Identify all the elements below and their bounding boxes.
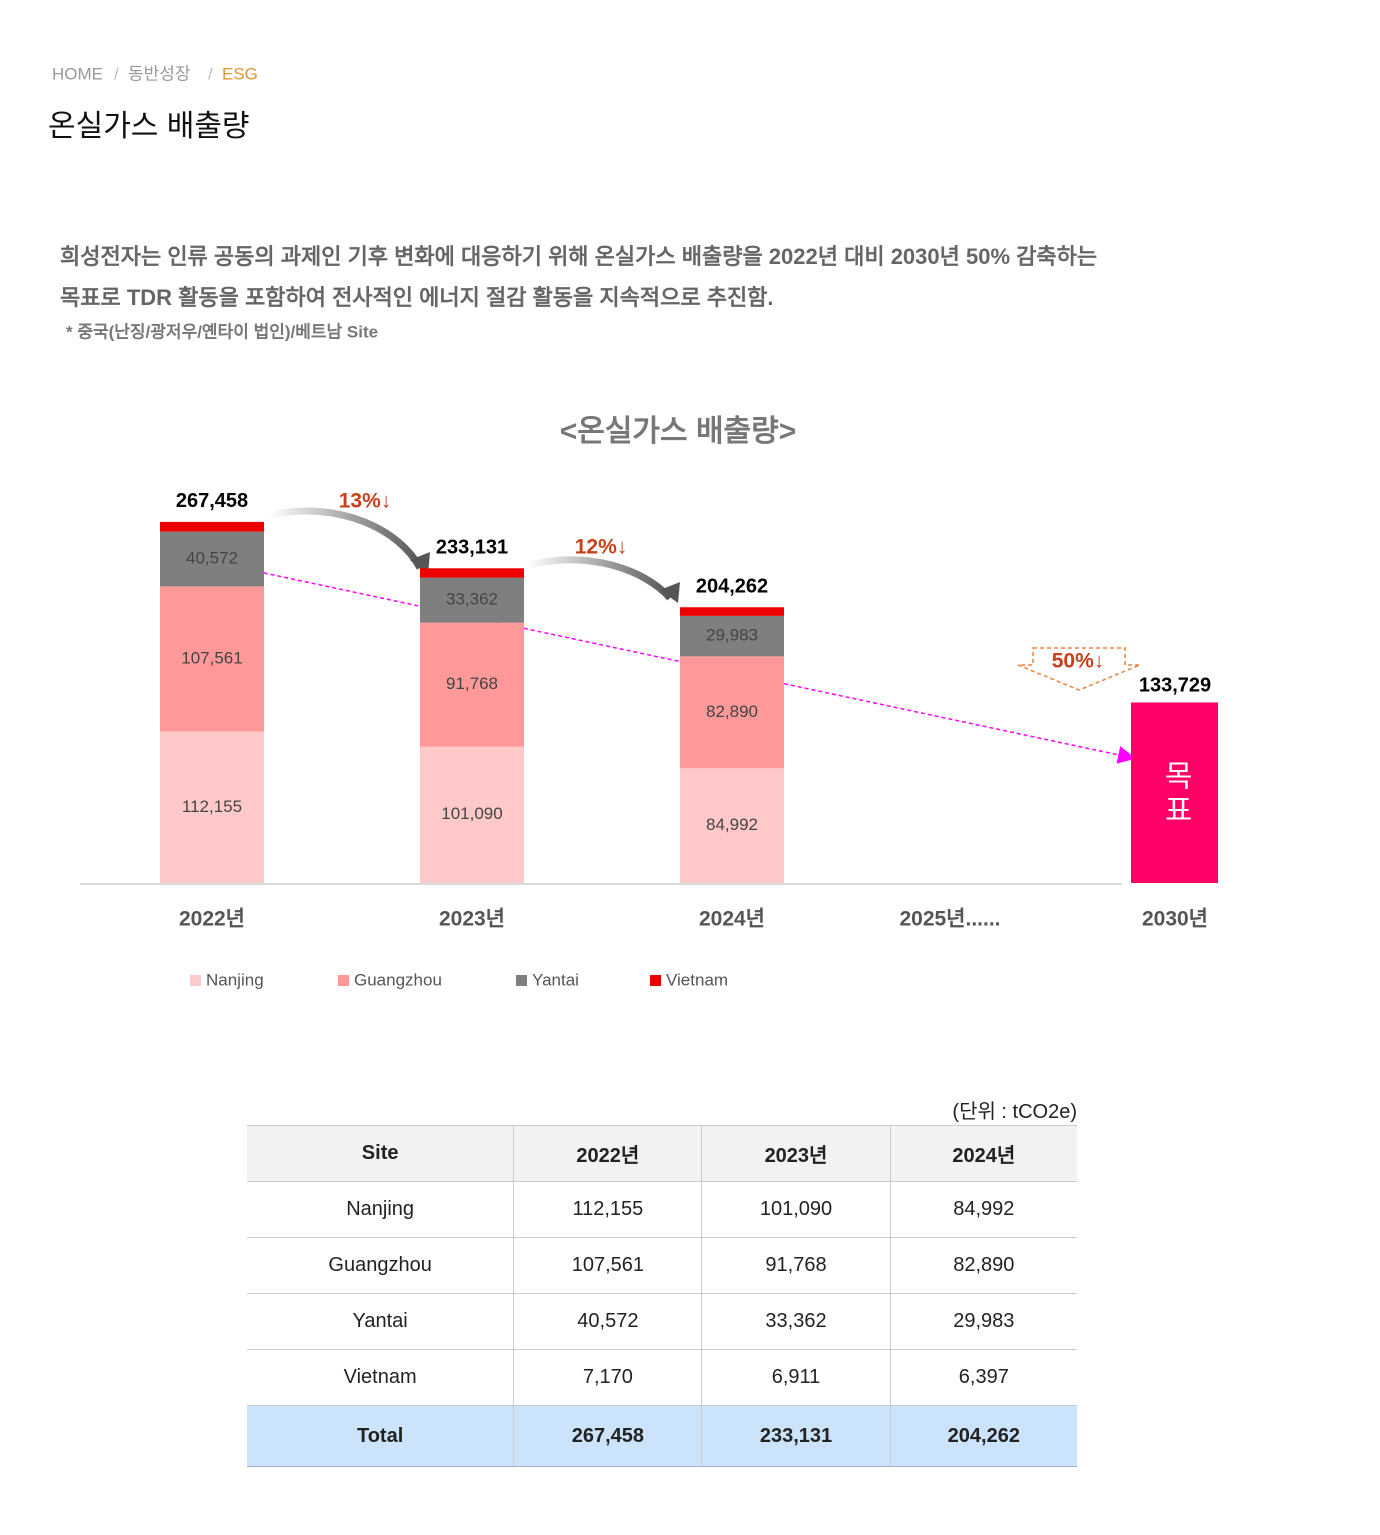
legend-label: Guangzhou bbox=[354, 970, 442, 989]
table-cell: Vietnam bbox=[247, 1349, 514, 1406]
segment-label: 84,992 bbox=[706, 815, 758, 834]
legend-label: Vietnam bbox=[666, 970, 728, 989]
note: * 중국(난징/광저우/옌타이 법인)/베트남 Site bbox=[66, 322, 378, 341]
table-row: Yantai 40,572 33,362 29,983 bbox=[247, 1293, 1077, 1350]
header-cell: Site bbox=[247, 1125, 514, 1182]
header-cell: 2023년 bbox=[701, 1125, 891, 1182]
trend-arrow bbox=[527, 556, 673, 601]
total-cell: Total bbox=[247, 1405, 514, 1467]
crumb[interactable]: HOME bbox=[52, 64, 103, 83]
header-cell: 2022년 bbox=[513, 1125, 702, 1182]
table-cell: 29,983 bbox=[889, 1293, 1077, 1350]
total-label: 233,131 bbox=[436, 537, 508, 559]
segment-label: 82,890 bbox=[706, 702, 758, 721]
trend-arrow bbox=[269, 507, 424, 570]
table-row: Guangzhou 107,561 91,768 82,890 bbox=[247, 1237, 1077, 1294]
bar-segment bbox=[680, 656, 784, 769]
crumb[interactable]: ESG bbox=[222, 64, 258, 83]
bar-segment bbox=[420, 622, 524, 747]
table-row: Vietnam 7,170 6,911 6,397 bbox=[247, 1349, 1077, 1406]
segment-label: 112,155 bbox=[182, 797, 242, 816]
separator: / bbox=[114, 64, 119, 83]
breadcrumb: HOME / 동반성장 / ESG bbox=[52, 64, 258, 83]
total-cell: 233,131 bbox=[701, 1405, 891, 1467]
page-title: 온실가스 배출량 bbox=[48, 110, 250, 143]
total-label: 267,458 bbox=[176, 490, 248, 512]
bar-segment bbox=[680, 615, 784, 657]
legend-swatch bbox=[650, 975, 661, 986]
bar-segment bbox=[420, 568, 524, 578]
separator: / bbox=[208, 64, 213, 83]
annotation: 13%↓ bbox=[339, 490, 392, 513]
table-cell: 6,397 bbox=[889, 1349, 1077, 1406]
target-bar bbox=[1131, 702, 1218, 883]
x-tick-label: 2024년 bbox=[699, 908, 765, 931]
bar-segment bbox=[420, 746, 524, 883]
table-cell: 107,561 bbox=[513, 1237, 702, 1294]
table-cell: Yantai bbox=[247, 1293, 514, 1350]
total-row: Total 267,458 233,131 204,262 bbox=[247, 1405, 1077, 1467]
table-cell: 6,911 bbox=[701, 1349, 891, 1406]
bar-segment bbox=[160, 531, 264, 587]
annotation: 12%↓ bbox=[575, 536, 628, 559]
bar-segment bbox=[680, 768, 784, 883]
description: 희성전자는 인류 공동의 과제인 기후 변화에 대응하기 위해 온실가스 배출량… bbox=[60, 244, 1097, 269]
target-value-label: 133,729 bbox=[1139, 675, 1211, 697]
x-tick-label: 2022년 bbox=[179, 908, 245, 931]
total-cell: 267,458 bbox=[513, 1405, 702, 1467]
bar-segment bbox=[420, 577, 524, 623]
crumb[interactable]: 동반성장 bbox=[128, 64, 191, 83]
segment-label: 91,768 bbox=[446, 674, 498, 693]
segment-label: 101,090 bbox=[441, 804, 502, 823]
annotation: 50%↓ bbox=[1052, 650, 1105, 673]
reduction-arrow bbox=[1017, 647, 1141, 691]
segment-label: 107,561 bbox=[181, 648, 242, 667]
header-cell: 2024년 bbox=[889, 1125, 1077, 1182]
legend-swatch bbox=[516, 975, 527, 986]
total-cell: 204,262 bbox=[889, 1405, 1077, 1467]
emission-table: Site 2022년 2023년 2024년 Nanjing 112,155 101,090… bbox=[247, 1125, 1077, 1467]
arrow-head bbox=[660, 582, 680, 603]
table-cell: 7,170 bbox=[513, 1349, 702, 1406]
bar-segment bbox=[160, 586, 264, 732]
legend-label: Nanjing bbox=[206, 970, 264, 989]
table-cell: Guangzhou bbox=[247, 1237, 514, 1294]
bar-segment bbox=[160, 731, 264, 883]
x-tick-label: 2025년...... bbox=[899, 908, 1000, 931]
x-tick-label: 2030년 bbox=[1142, 908, 1208, 931]
bar-segment bbox=[680, 607, 784, 616]
header-row: Site 2022년 2023년 2024년 bbox=[247, 1125, 1077, 1182]
bar-segment bbox=[160, 521, 264, 532]
segment-label: 33,362 bbox=[446, 590, 498, 609]
segment-label: 40,572 bbox=[186, 548, 238, 567]
table-cell: 101,090 bbox=[701, 1181, 891, 1238]
x-tick-label: 2023년 bbox=[439, 908, 505, 931]
table-cell: Nanjing bbox=[247, 1181, 514, 1238]
legend-swatch bbox=[190, 975, 201, 986]
table-cell: 84,992 bbox=[889, 1181, 1077, 1238]
table-unit: (단위 : tCO2e) bbox=[952, 1101, 1077, 1123]
legend-label: Yantai bbox=[532, 970, 579, 989]
segment-label: 29,983 bbox=[706, 626, 758, 645]
legend-swatch bbox=[338, 975, 349, 986]
description: 목표로 TDR 활동을 포함하여 전사적인 에너지 절감 활동을 지속적으로 추… bbox=[60, 285, 774, 310]
table-cell: 112,155 bbox=[513, 1181, 702, 1238]
table-cell: 82,890 bbox=[889, 1237, 1077, 1294]
page-canvas: HOME / 동반성장 / ESG 온실가스 배출량 희성전자는 인류 공동의 … bbox=[48, 64, 1218, 989]
table-cell: 91,768 bbox=[701, 1237, 891, 1294]
table-cell: 33,362 bbox=[701, 1293, 891, 1350]
chart-title: <온실가스 배출량> bbox=[560, 415, 797, 448]
table-row: Nanjing 112,155 101,090 84,992 bbox=[247, 1181, 1077, 1238]
total-label: 204,262 bbox=[696, 576, 768, 598]
table-cell: 40,572 bbox=[513, 1293, 702, 1350]
target-label: 목표 bbox=[1159, 760, 1192, 828]
